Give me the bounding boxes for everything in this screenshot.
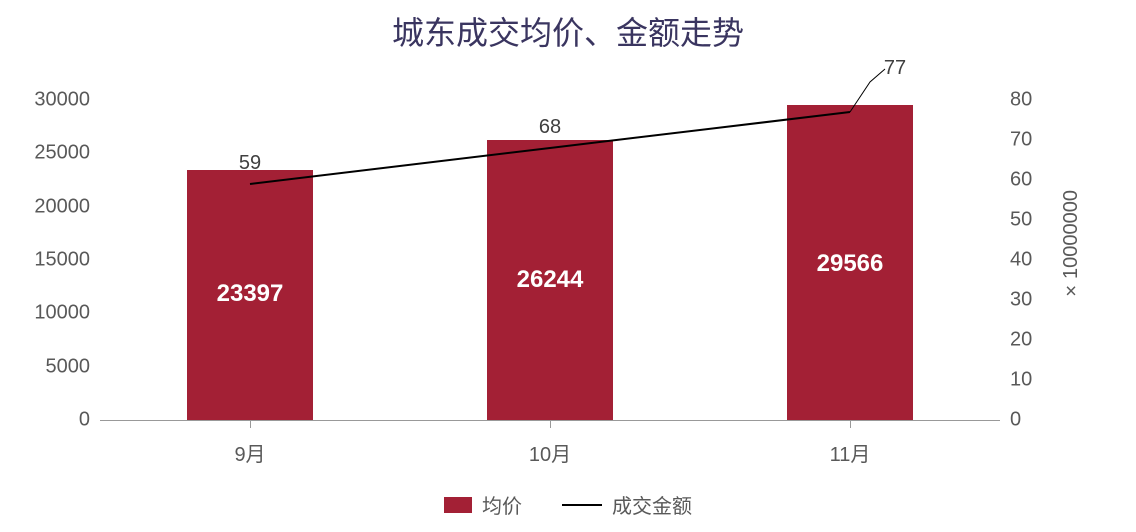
y-axis-left-label: 5000 xyxy=(46,355,101,378)
y-axis-right-label: 50 xyxy=(1000,209,1032,232)
legend: 均价 成交金额 xyxy=(0,490,1136,519)
y-axis-right-label: 40 xyxy=(1000,249,1032,272)
y-axis-left-label: 30000 xyxy=(34,89,100,112)
y-axis-left-label: 25000 xyxy=(34,142,100,165)
line-value-label: 77 xyxy=(884,57,906,80)
y-axis-right-label: 30 xyxy=(1000,289,1032,312)
legend-swatch-box xyxy=(444,497,472,513)
y-axis-right-label: 10 xyxy=(1000,369,1032,392)
x-axis-label: 11月 xyxy=(830,420,871,467)
y-axis-right-label: 20 xyxy=(1000,329,1032,352)
chart-title: 城东成交均价、金额走势 xyxy=(0,8,1136,54)
chart-container: 城东成交均价、金额走势 0500010000150002000025000300… xyxy=(0,0,1136,532)
x-axis-label: 10月 xyxy=(529,420,571,467)
y-axis-left-label: 10000 xyxy=(34,302,100,325)
legend-label: 成交金额 xyxy=(612,490,692,519)
legend-item: 均价 xyxy=(444,490,522,519)
plot-area: 0500010000150002000025000300000102030405… xyxy=(100,100,1000,420)
y-axis-right-label: 60 xyxy=(1000,169,1032,192)
y-axis-right-label: 80 xyxy=(1000,89,1032,112)
y-axis-left-label: 20000 xyxy=(34,195,100,218)
y-axis-left-label: 0 xyxy=(79,409,100,432)
legend-swatch-line xyxy=(562,504,602,506)
line-value-label: 68 xyxy=(539,116,561,139)
y-axis-right-label: 0 xyxy=(1000,409,1021,432)
y-axis-right-label: 70 xyxy=(1000,129,1032,152)
line-layer xyxy=(100,100,1000,420)
secondary-axis-title: ×10000000 xyxy=(1060,190,1083,301)
line-value-label: 59 xyxy=(239,152,261,175)
leader-line xyxy=(850,69,885,112)
y-axis-left-label: 15000 xyxy=(34,249,100,272)
legend-item: 成交金额 xyxy=(562,490,692,519)
legend-label: 均价 xyxy=(482,490,522,519)
x-axis-label: 9月 xyxy=(234,420,265,467)
